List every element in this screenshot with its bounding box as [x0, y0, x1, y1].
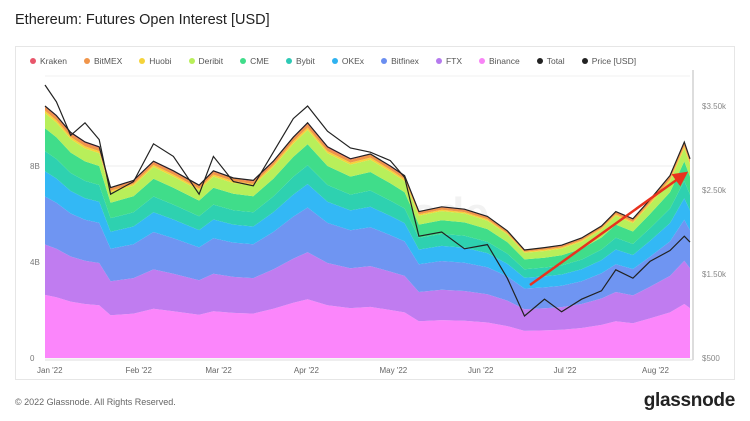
- legend-item-binance[interactable]: Binance: [479, 56, 520, 66]
- legend-dot-icon: [30, 58, 36, 64]
- x-tick-label: May '22: [379, 366, 407, 375]
- legend-item-ftx[interactable]: FTX: [435, 56, 462, 66]
- legend-label: CME: [250, 56, 269, 66]
- legend-label: OKEx: [341, 56, 365, 66]
- legend-label: Bybit: [295, 56, 315, 66]
- legend-item-bitmex[interactable]: BitMEX: [83, 56, 123, 66]
- legend-label: Huobi: [149, 56, 172, 66]
- x-tick-label: Jan '22: [37, 366, 63, 375]
- trend-arrow: [529, 171, 689, 287]
- legend-item-kraken[interactable]: Kraken: [30, 56, 67, 66]
- legend-dot-icon: [331, 58, 338, 64]
- legend-item-huobi[interactable]: Huobi: [139, 56, 172, 66]
- legend-item-cme[interactable]: CME: [240, 56, 269, 66]
- legend-dot-icon: [536, 58, 543, 64]
- legend-item-total[interactable]: Total: [536, 56, 565, 66]
- y-left-tick-label: 4B: [30, 258, 40, 267]
- legend-dot-icon: [381, 58, 388, 64]
- area-bitfinex: [45, 196, 690, 310]
- legend-dot-icon: [240, 58, 247, 64]
- area-ftx: [45, 244, 690, 331]
- legend-item-bitfinex[interactable]: Bitfinex: [381, 56, 419, 66]
- x-tick-label: Mar '22: [205, 366, 232, 375]
- legend-dot-icon: [139, 58, 146, 64]
- area-bybit: [45, 151, 690, 278]
- area-okex: [45, 171, 690, 289]
- legend-item-bybit[interactable]: Bybit: [285, 56, 315, 66]
- glassnode-logo[interactable]: glassnode: [643, 390, 736, 411]
- legend-dot-icon: [188, 58, 195, 64]
- chart-card: [15, 46, 735, 380]
- copyright: © 2022 Glassnode. All Rights Reserved.: [15, 397, 176, 407]
- legend-dot-icon: [83, 58, 90, 64]
- area-deribit: [45, 113, 690, 260]
- legend-label: BitMEX: [93, 56, 123, 66]
- legend-dot-icon: [479, 58, 485, 64]
- legend-dot-icon: [435, 58, 442, 64]
- y-right-tick-label: $3.50k: [702, 102, 727, 111]
- x-tick-label: Apr '22: [294, 366, 320, 375]
- price-line: [44, 84, 691, 317]
- y-right-tick-label: $1.50k: [702, 270, 727, 279]
- legend-label: Binance: [489, 56, 520, 66]
- legend-item-deribit[interactable]: Deribit: [188, 56, 224, 66]
- legend-label: FTX: [445, 56, 462, 66]
- legend-label: Bitfinex: [391, 56, 419, 66]
- page-title: Ethereum: Futures Open Interest [USD]: [15, 12, 270, 28]
- legend-item-okex[interactable]: OKEx: [331, 56, 365, 66]
- legend-label: Deribit: [198, 56, 224, 66]
- area-cme: [45, 128, 690, 270]
- legend: Kraken BitMEX Huobi Deribit CME Bybit OKEx Bitf…: [30, 56, 653, 66]
- legend-dot-icon: [285, 58, 292, 64]
- x-tick-label: Jul '22: [554, 366, 577, 375]
- x-tick-label: Feb '22: [125, 366, 152, 375]
- legend-dot-icon: [581, 58, 588, 64]
- area-binance: [45, 294, 690, 358]
- y-right-tick-label: $2.50k: [702, 186, 727, 195]
- legend-label: Total: [546, 56, 565, 66]
- y-right-tick-label: $500: [702, 354, 720, 363]
- x-tick-label: Aug '22: [642, 366, 669, 375]
- legend-label: Kraken: [40, 56, 67, 66]
- x-tick-label: Jun '22: [468, 366, 494, 375]
- legend-item-price-usd-[interactable]: Price [USD]: [581, 56, 637, 66]
- y-left-tick-label: 8B: [30, 162, 40, 171]
- legend-label: Price [USD]: [591, 56, 637, 66]
- y-left-tick-label: 0: [30, 354, 35, 363]
